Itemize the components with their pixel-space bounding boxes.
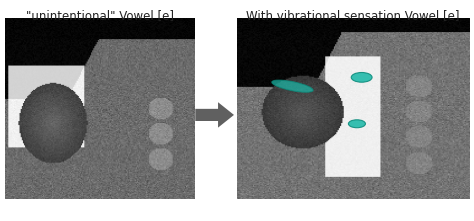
Ellipse shape: [351, 72, 372, 82]
FancyArrow shape: [195, 102, 234, 128]
Ellipse shape: [348, 120, 365, 128]
Text: With vibrational sensation Vowel [e]: With vibrational sensation Vowel [e]: [246, 9, 460, 22]
Ellipse shape: [272, 80, 313, 92]
Text: "unintentional" Vowel [e]: "unintentional" Vowel [e]: [26, 9, 173, 22]
